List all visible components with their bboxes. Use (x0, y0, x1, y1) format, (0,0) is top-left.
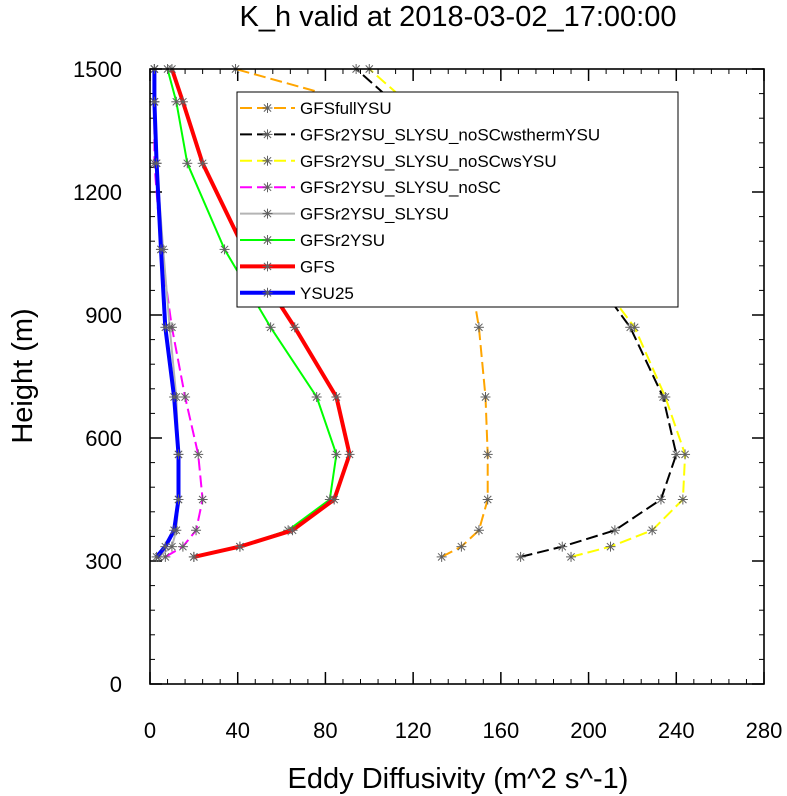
legend-label: GFSr2YSU_SLYSU (300, 205, 449, 224)
series-marker (188, 551, 199, 562)
legend-item: GFS (240, 257, 335, 276)
series-marker (680, 449, 691, 460)
x-tick-label: 240 (658, 718, 695, 743)
series-marker (197, 158, 208, 169)
series-marker (177, 541, 188, 552)
series-marker (482, 449, 493, 460)
y-tick-label: 1500 (73, 57, 122, 82)
legend-label: GFSr2YSU_SLYSU_noSCwsthermYSU (300, 125, 600, 144)
x-axis-label: Eddy Diffusivity (m^2 s^-1) (288, 763, 629, 795)
plot-frame (149, 68, 765, 685)
legend-label: GFSr2YSU (300, 231, 385, 250)
series-marker (265, 322, 276, 333)
series-marker (191, 525, 202, 536)
series-marker (331, 449, 342, 460)
legend-item: GFSr2YSU_SLYSU_noSC (240, 178, 501, 197)
y-tick-label: 1200 (73, 180, 122, 205)
series-marker (182, 158, 193, 169)
x-tick-label: 160 (482, 718, 519, 743)
series-marker (289, 322, 300, 333)
legend-marker (262, 235, 273, 245)
series-marker (197, 494, 208, 505)
legend-label: GFSfullYSU (300, 99, 392, 118)
x-tick-label: 280 (746, 718, 783, 743)
series-line (368, 68, 687, 558)
series-marker (234, 541, 245, 552)
legend-marker (262, 129, 273, 140)
series-marker (180, 392, 191, 402)
series-marker (151, 158, 162, 169)
series-marker (219, 244, 230, 255)
series-marker (660, 392, 671, 402)
series-marker (193, 449, 204, 460)
series-marker (473, 525, 484, 536)
series-marker (456, 541, 467, 552)
y-tick-label: 300 (85, 549, 122, 574)
series-7 (149, 64, 184, 562)
x-tick-label: 0 (144, 718, 156, 743)
legend-marker (262, 261, 273, 272)
series-marker (169, 525, 180, 536)
series-marker (482, 494, 493, 505)
series-marker (287, 525, 298, 536)
x-tick-label: 40 (225, 718, 249, 743)
series-marker (177, 96, 188, 107)
x-tick-label: 200 (570, 718, 607, 743)
legend-item: GFSr2YSU_SLYSU_noSCwsthermYSU (240, 125, 600, 144)
series-marker (160, 541, 171, 552)
legend-label: GFSr2YSU_SLYSU_noSC (300, 178, 501, 197)
y-tick-label: 0 (110, 672, 122, 697)
series-marker (311, 392, 322, 402)
legend-item: GFSfullYSU (240, 99, 392, 118)
series-marker (655, 494, 666, 505)
legend-item: GFSr2YSU_SLYSU_noSCwsYSU (240, 152, 557, 171)
series-marker (566, 551, 577, 562)
series-marker (609, 525, 620, 536)
series-marker (605, 541, 616, 552)
series-marker (629, 322, 640, 333)
series-marker (155, 244, 166, 255)
series-marker (515, 551, 526, 562)
legend-marker (262, 208, 273, 219)
x-tick-label: 80 (313, 718, 337, 743)
legend-marker (262, 103, 273, 113)
legend-item: GFSr2YSU (240, 231, 385, 250)
series-marker (557, 541, 568, 552)
series-line (152, 69, 181, 559)
legend-label: GFS (300, 257, 335, 276)
legend-marker (262, 182, 273, 193)
x-tick-label: 120 (395, 718, 432, 743)
series-marker (173, 449, 184, 460)
series-marker (473, 322, 484, 333)
series-marker (160, 322, 171, 333)
series-marker (677, 494, 688, 505)
series-marker (151, 551, 162, 562)
series-marker (436, 551, 447, 562)
series-marker (169, 392, 180, 402)
y-tick-label: 900 (85, 303, 122, 328)
series-marker (671, 449, 682, 460)
y-tick-label: 600 (85, 426, 122, 451)
legend-marker (262, 155, 273, 166)
chart-title: K_h valid at 2018-03-02_17:00:00 (240, 1, 677, 33)
legend-marker (262, 287, 273, 298)
series-marker (173, 494, 184, 505)
series-marker (480, 392, 491, 402)
legend: GFSfullYSU GFSr2YSU_SLYSU_noSCwsthermYSU G… (236, 91, 679, 308)
series-marker (331, 392, 342, 402)
y-axis-label: Height (m) (7, 308, 39, 443)
axis-ticks: 0 40 80 120 160 200 240 280 0 300 600 900 1200 1500 (73, 57, 782, 743)
series-marker (344, 449, 355, 460)
series-marker (329, 494, 340, 505)
legend-label: YSU25 (300, 284, 354, 303)
series-marker (166, 541, 177, 552)
legend-item: YSU25 (240, 284, 354, 303)
series-marker (149, 96, 160, 107)
legend-label: GFSr2YSU_SLYSU_noSCwsYSU (300, 152, 557, 171)
legend-item: GFSr2YSU_SLYSU (240, 205, 449, 224)
legend-box (236, 91, 679, 308)
series-marker (647, 525, 658, 536)
